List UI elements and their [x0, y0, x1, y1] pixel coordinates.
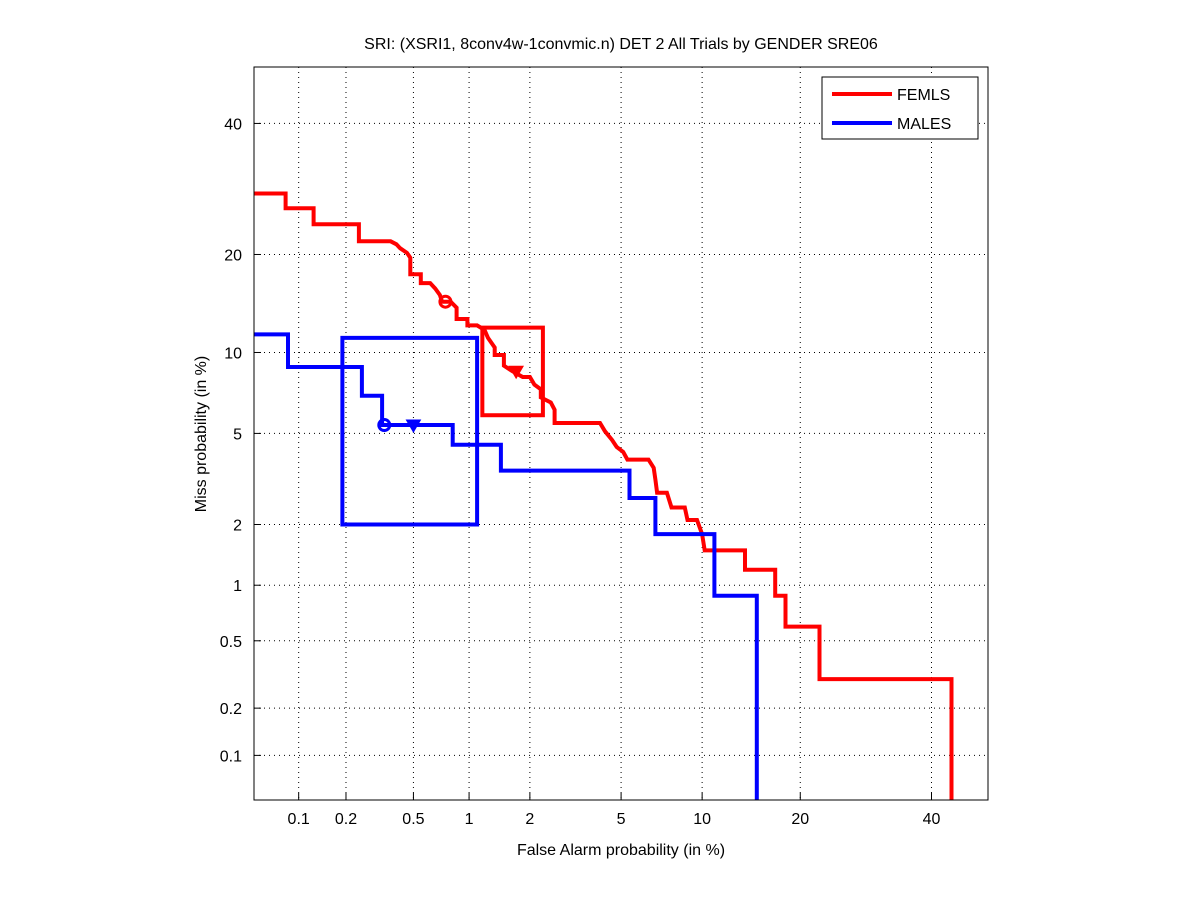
legend-box	[821, 76, 979, 140]
x-tick-label: 10	[693, 811, 711, 828]
det-curve-males	[254, 332, 759, 800]
x-tick-label: 1	[465, 811, 474, 828]
y-tick-label: 0.2	[220, 701, 242, 718]
legend: FEMLS MALES	[821, 76, 979, 140]
x-tick-label: 0.5	[402, 811, 424, 828]
confidence-box-males	[340, 335, 480, 527]
x-tick-label: 2	[525, 811, 534, 828]
x-tick-label: 0.2	[335, 811, 357, 828]
y-tick-label: 1	[233, 578, 242, 595]
y-tick-label: 40	[224, 116, 242, 133]
axis-ticks: 0.1 0.2 0.5 1 2 5 10 20 40 0.1 0.2 0.5 1 2 5 10 20 40	[220, 116, 941, 828]
series-layer	[254, 191, 954, 800]
marker-triangle-femls	[508, 365, 525, 380]
y-tick-label: 2	[233, 517, 242, 534]
x-axis-label: False Alarm probability (in %)	[517, 842, 725, 859]
legend-label-femls: FEMLS	[897, 87, 950, 104]
marker-circle-males	[377, 418, 392, 433]
x-tick-label: 0.1	[288, 811, 310, 828]
confidence-box-femls	[480, 325, 545, 418]
x-tick-label: 5	[617, 811, 626, 828]
x-tick-label: 20	[791, 811, 809, 828]
legend-label-males: MALES	[897, 116, 951, 133]
y-tick-label: 20	[224, 247, 242, 264]
chart-title: SRI: (XSRI1, 8conv4w-1convmic.n) DET 2 A…	[364, 36, 878, 53]
marker-circle-femls	[438, 294, 453, 309]
y-axis-label: Miss probability (in %)	[193, 356, 210, 512]
y-tick-label: 5	[233, 426, 242, 443]
series-males	[254, 332, 759, 800]
marker-triangle-males	[405, 419, 422, 434]
y-tick-label: 0.5	[220, 634, 242, 651]
y-tick-label: 10	[224, 345, 242, 362]
y-tick-label: 0.1	[220, 748, 242, 765]
x-tick-label: 40	[923, 811, 941, 828]
